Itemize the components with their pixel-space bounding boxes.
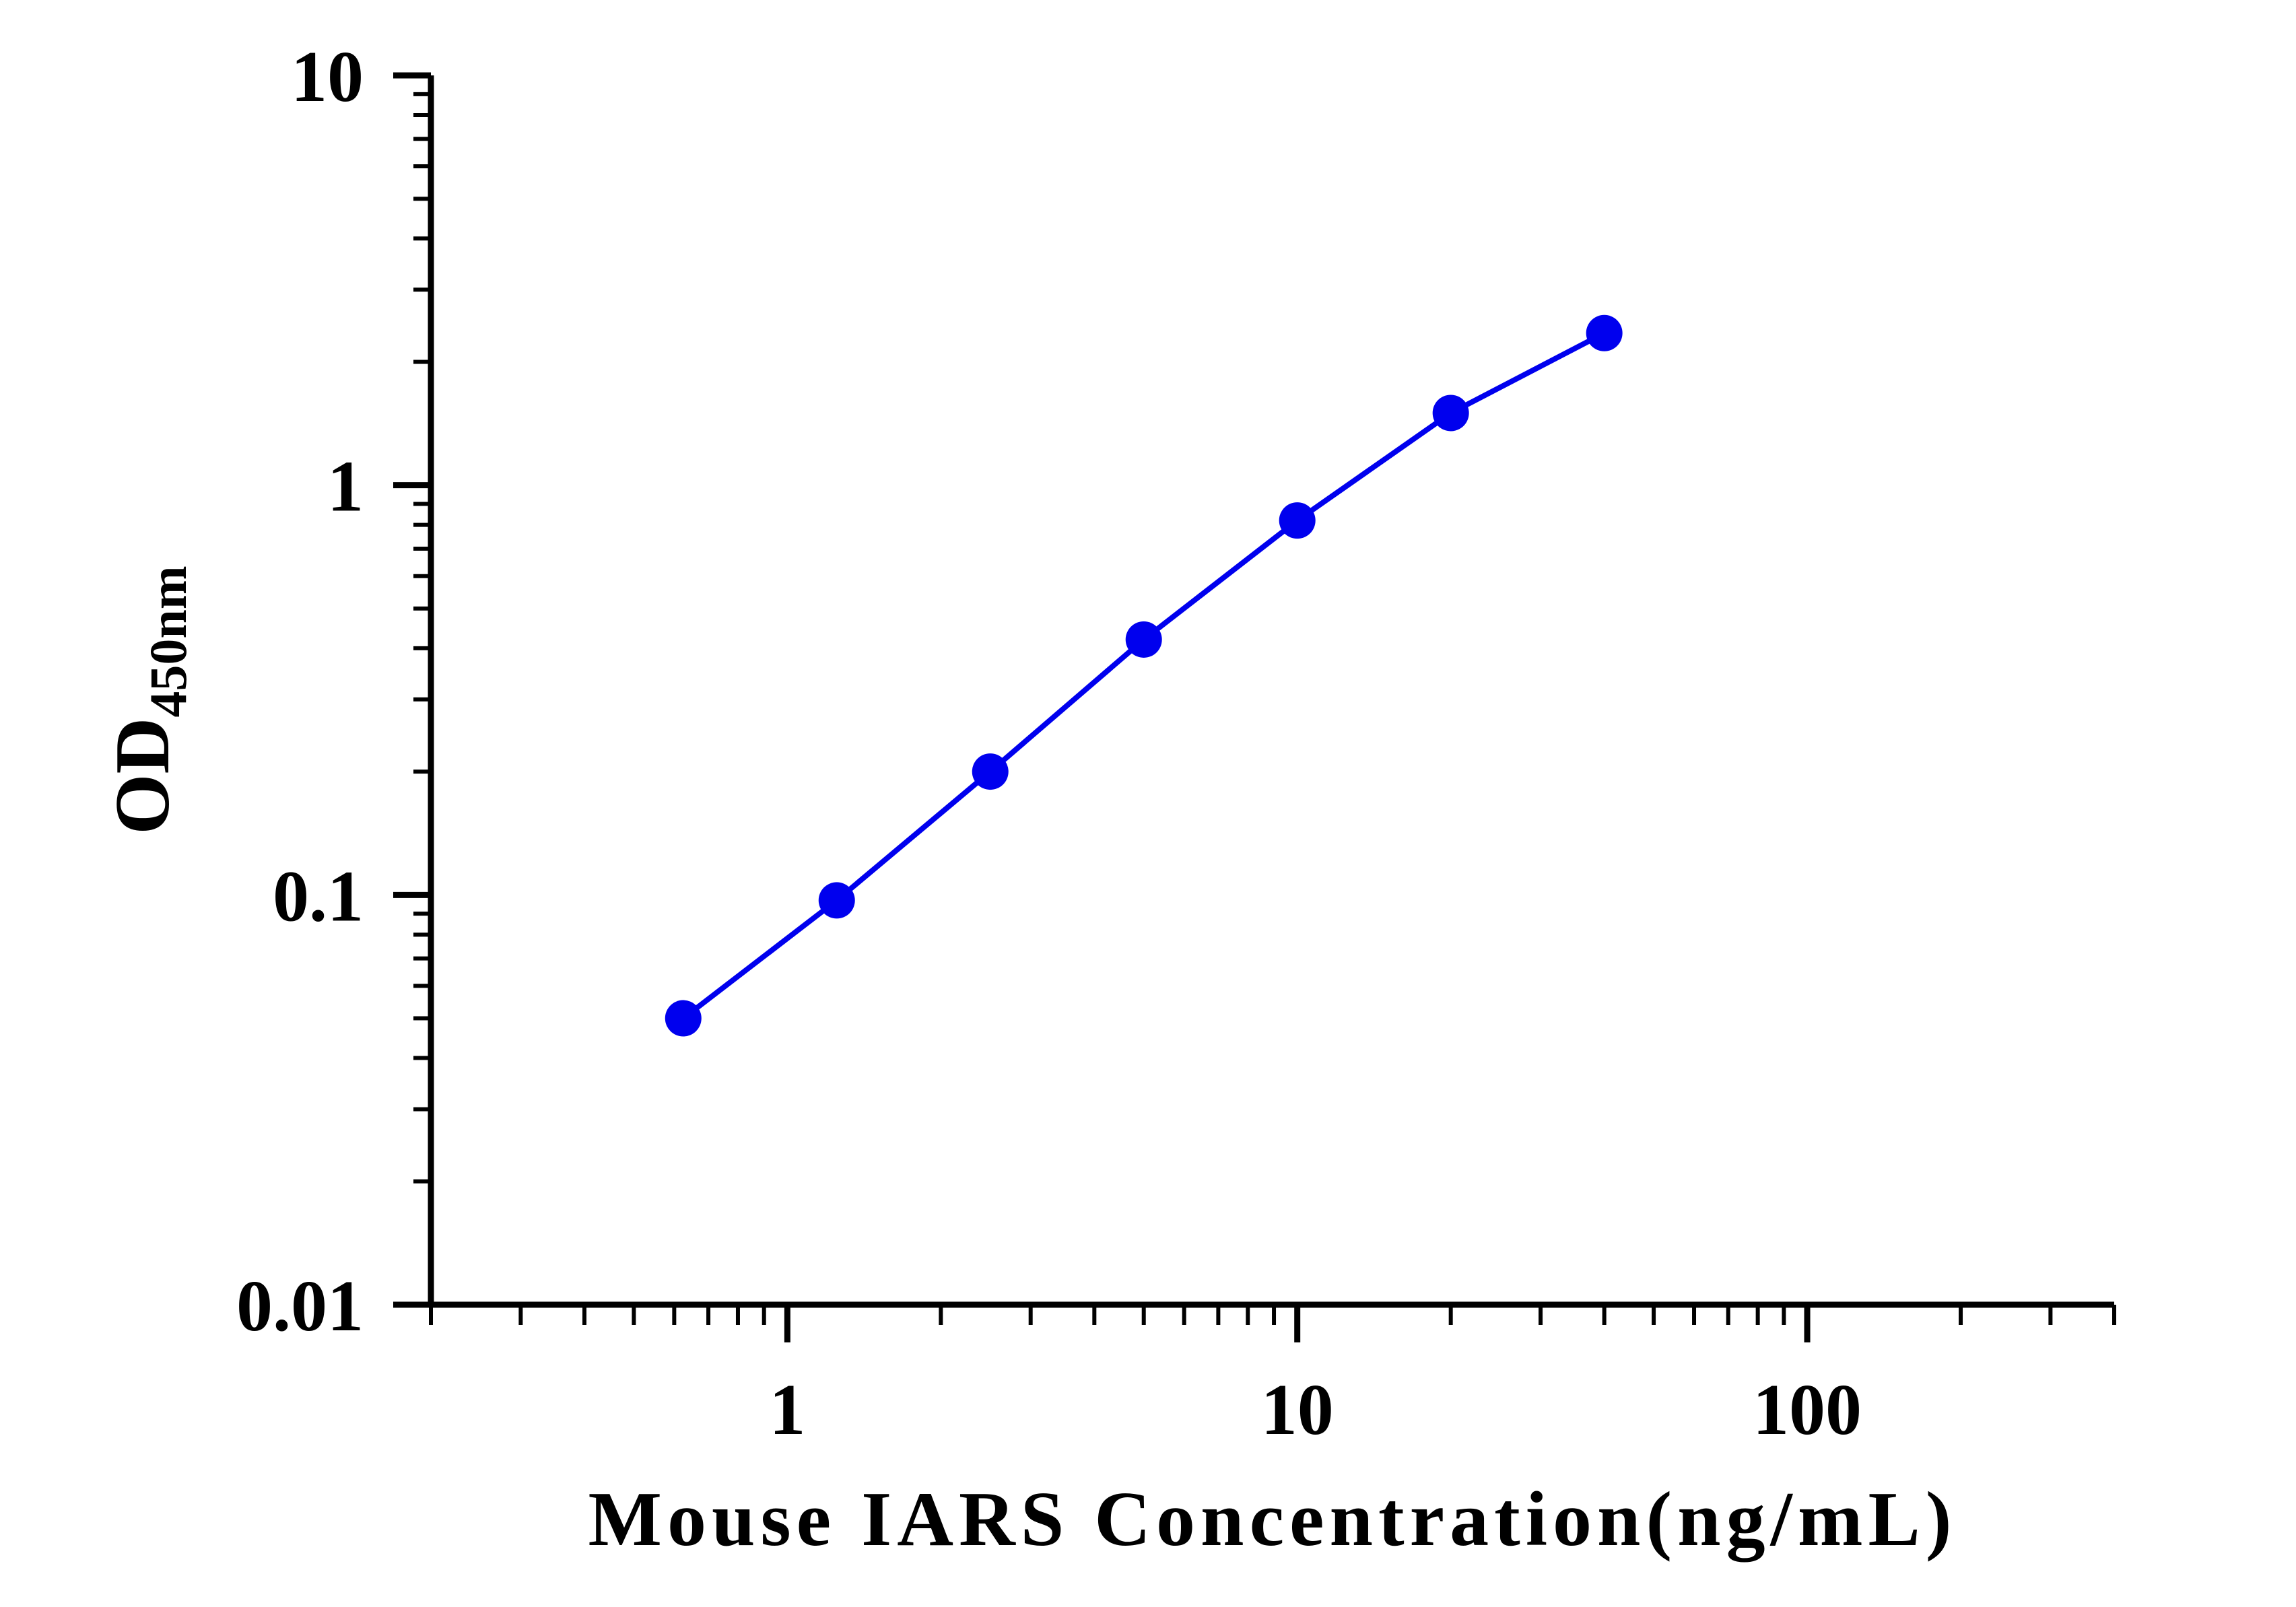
- x-tick-label: 1: [769, 1370, 805, 1450]
- y-tick-label: 1: [327, 447, 364, 527]
- data-point: [972, 753, 1009, 790]
- data-point: [1279, 502, 1316, 539]
- x-tick-label: 100: [1753, 1370, 1862, 1450]
- y-axis-label-subscript: 450nm: [139, 566, 197, 717]
- x-tick-label: 10: [1261, 1370, 1334, 1450]
- y-tick-label: 10: [291, 37, 364, 117]
- data-point: [1432, 395, 1469, 432]
- ticks: 0.01 0.1 1 10 1 10 100: [236, 37, 2116, 1450]
- data-point: [1586, 314, 1623, 351]
- series-line: [681, 331, 1606, 1021]
- y-tick-label: 0.1: [273, 856, 364, 936]
- series: [665, 314, 1623, 1037]
- y-tick-label: 0.01: [236, 1266, 364, 1346]
- y-axis-label-main: OD: [100, 718, 186, 835]
- data-point: [665, 1000, 702, 1037]
- y-axis-label: OD450nm: [100, 566, 197, 834]
- x-axis-label: Mouse IARS Concentration(ng/mL): [588, 1476, 1957, 1563]
- data-point: [1125, 621, 1162, 658]
- axes: [428, 75, 2114, 1308]
- labels: Mouse IARS Concentration(ng/mL) OD450nm: [100, 566, 1957, 1563]
- data-point: [818, 882, 855, 919]
